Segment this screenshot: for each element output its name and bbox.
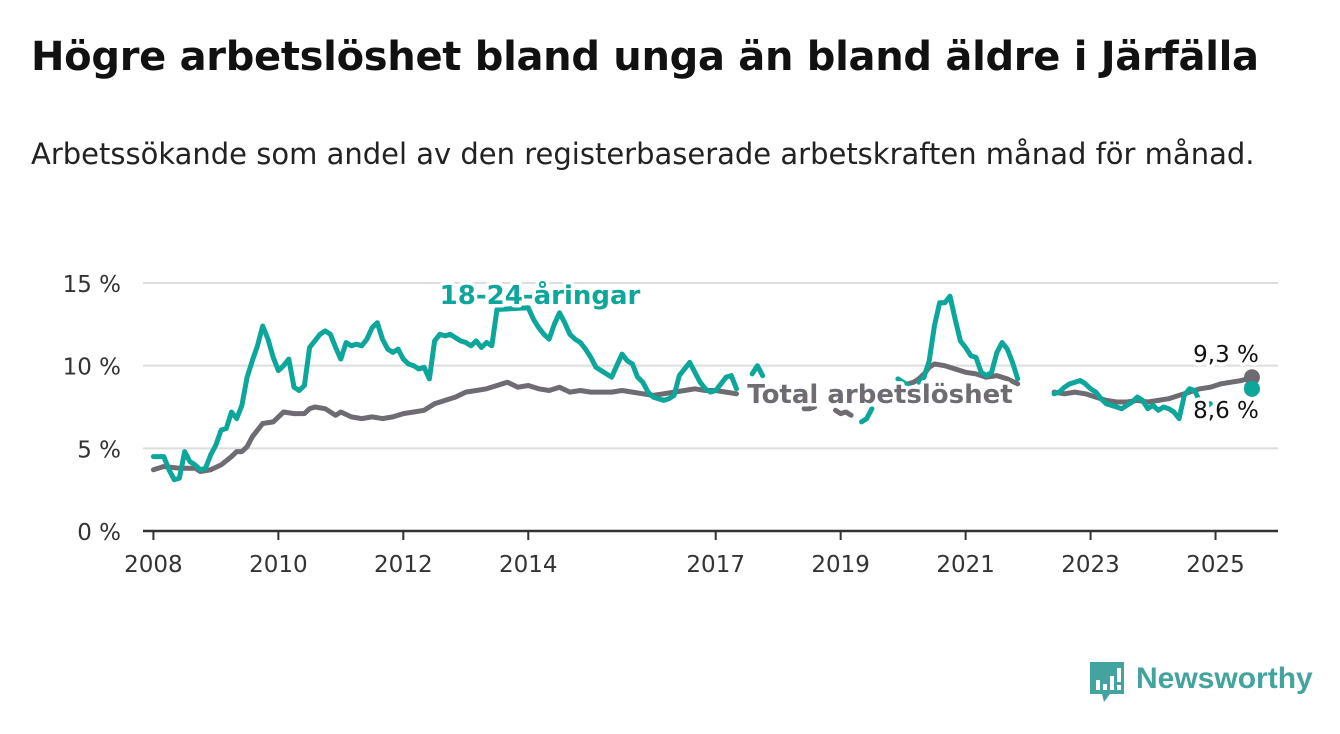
axis-layer: 0 % 5 % 10 % 15 % 2008 2010 2012 2014 2017 2019 20…	[63, 272, 1278, 578]
youth-end-marker	[1243, 380, 1260, 397]
youth-series-line	[749, 363, 766, 379]
x-tick-label: 2012	[374, 552, 433, 578]
x-tick-label: 2025	[1186, 552, 1245, 578]
x-tick-label: 2010	[249, 552, 308, 578]
bar-chart-icon	[1090, 662, 1124, 702]
youth-series-line	[150, 305, 739, 483]
youth-series-label: 18-24-åringar	[440, 279, 641, 311]
page-subtitle: Arbetssökande som andel av den registerb…	[31, 137, 1255, 171]
youth-series-line	[859, 406, 875, 425]
total-series-line	[801, 404, 818, 412]
total-series-label-halo: Total arbetslöshet	[747, 380, 1012, 410]
total-series-line	[833, 407, 854, 418]
total-end-label-halo: 9,3 %	[1193, 342, 1259, 368]
y-tick-label: 10 %	[63, 355, 121, 381]
total-series-label: Total arbetslöshet	[747, 380, 1012, 410]
y-tick-label: 0 %	[77, 520, 121, 546]
total-end-label: 9,3 %	[1193, 342, 1259, 368]
youth-series-line	[895, 376, 911, 388]
label-layer: 9,3 %9,3 %8,6 %8,6 %18-24-åringar18-24-å…	[436, 276, 1262, 428]
x-tick-label: 2014	[499, 552, 558, 578]
grid-layer	[143, 282, 1278, 450]
y-tick-label: 15 %	[63, 272, 121, 298]
youth-end-label: 8,6 %	[1193, 398, 1259, 424]
x-tick-label: 2023	[1061, 552, 1120, 578]
series-layer	[150, 293, 1260, 483]
x-tick-label: 2021	[936, 552, 995, 578]
youth-series-label-halo: 18-24-åringar	[440, 279, 641, 311]
youth-series-line	[916, 293, 1021, 385]
y-tick-label: 5 %	[77, 437, 121, 463]
x-tick-label: 2017	[686, 552, 745, 578]
x-tick-label: 2019	[811, 552, 870, 578]
total-end-marker	[1243, 369, 1260, 386]
total-series-line	[1051, 374, 1255, 405]
youth-end-label-halo: 8,6 %	[1193, 398, 1259, 424]
youth-series-line	[1051, 378, 1213, 422]
page-title: Högre arbetslöshet bland unga än bland ä…	[31, 34, 1259, 80]
newsworthy-logo: Newsworthy	[1088, 660, 1328, 706]
total-series-line	[150, 379, 739, 474]
brand-name: Newsworthy	[1136, 662, 1313, 695]
x-tick-label: 2008	[124, 552, 183, 578]
